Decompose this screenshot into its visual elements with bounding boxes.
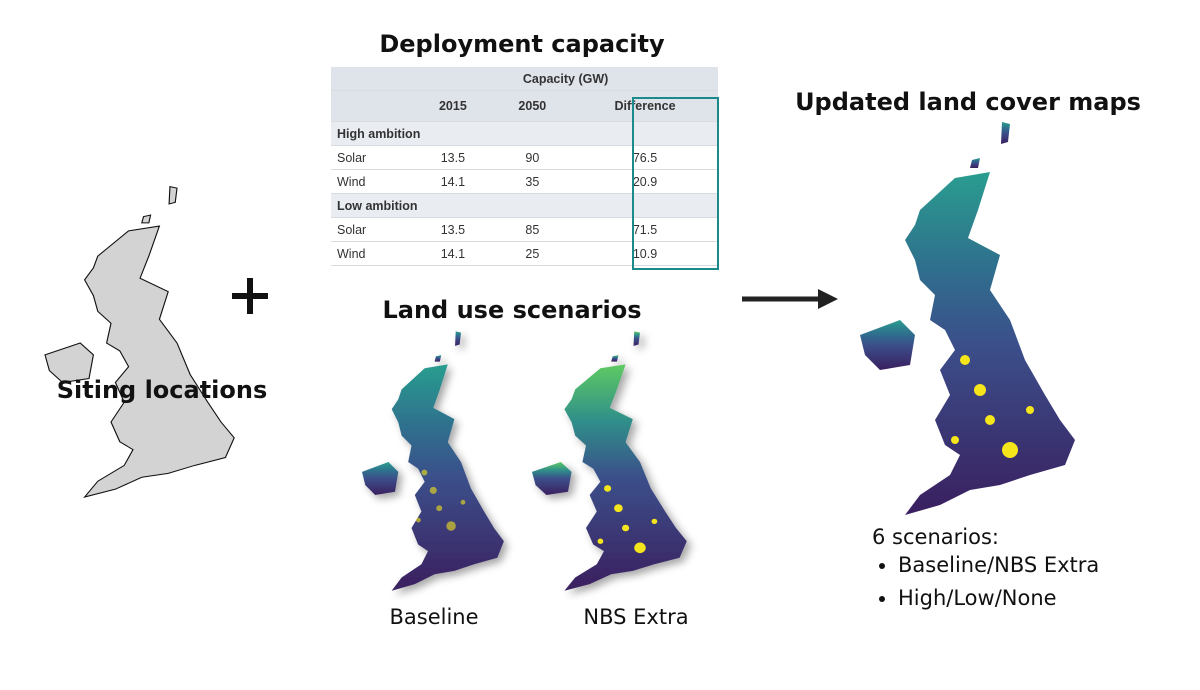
row-label: Wind: [331, 241, 414, 266]
plus-sign: [232, 278, 268, 314]
bullet: Baseline/NBS Extra: [898, 549, 1099, 582]
row-label: Wind: [331, 169, 414, 194]
cell-value: 25: [492, 241, 573, 266]
cell-value: 20.9: [572, 169, 718, 194]
table-row: Solar 13.5 90 76.5: [331, 145, 718, 170]
table-row: Wind 14.1 35 20.9: [331, 169, 718, 194]
siting-label: Siting locations: [56, 376, 268, 404]
capacity-table: Capacity (GW) 2015 2050 Difference High …: [331, 67, 718, 266]
cell-value: 90: [492, 145, 573, 170]
column-header: 2015: [413, 90, 493, 122]
map-label: Baseline: [389, 605, 479, 629]
cell-value: 10.9: [572, 241, 718, 266]
cell-value: 76.5: [572, 145, 718, 170]
group-header: Capacity (GW): [413, 67, 718, 91]
cell-value: 14.1: [413, 241, 493, 266]
section-name: High ambition: [331, 121, 718, 146]
cell-value: 14.1: [413, 169, 493, 194]
row-label: Solar: [331, 217, 414, 242]
cell-value: 13.5: [413, 145, 493, 170]
nbs-extra-map: [532, 331, 687, 591]
section-row: High ambition: [331, 121, 718, 146]
bullet: High/Low/None: [898, 582, 1099, 615]
table-row: Wind 14.1 25 10.9: [331, 241, 718, 266]
section-name: Low ambition: [331, 193, 718, 218]
row-label: Solar: [331, 145, 414, 170]
cell-value: 13.5: [413, 217, 493, 242]
updated-map: [860, 122, 1075, 515]
difference-highlight: [632, 97, 719, 270]
cell-value: 35: [492, 169, 573, 194]
arrow: [742, 289, 838, 309]
deployment-title: Deployment capacity: [379, 30, 665, 58]
note-title: 6 scenarios:: [872, 525, 999, 549]
column-header: 2050: [492, 90, 573, 122]
column-header: Difference: [572, 90, 718, 122]
siting-map: [44, 186, 235, 498]
cell-value: 85: [492, 217, 573, 242]
section-row: Low ambition: [331, 193, 718, 218]
table-row: Solar 13.5 85 71.5: [331, 217, 718, 242]
cell-value: 71.5: [572, 217, 718, 242]
scenario-note: 6 scenarios: Baseline/NBS Extra High/Low…: [872, 525, 1099, 615]
land-use-title: Land use scenarios: [382, 296, 642, 324]
baseline-map: [362, 331, 504, 591]
updated-title: Updated land cover maps: [795, 88, 1141, 116]
map-label: NBS Extra: [583, 605, 689, 629]
bullet-list: Baseline/NBS Extra High/Low/None: [872, 549, 1099, 615]
